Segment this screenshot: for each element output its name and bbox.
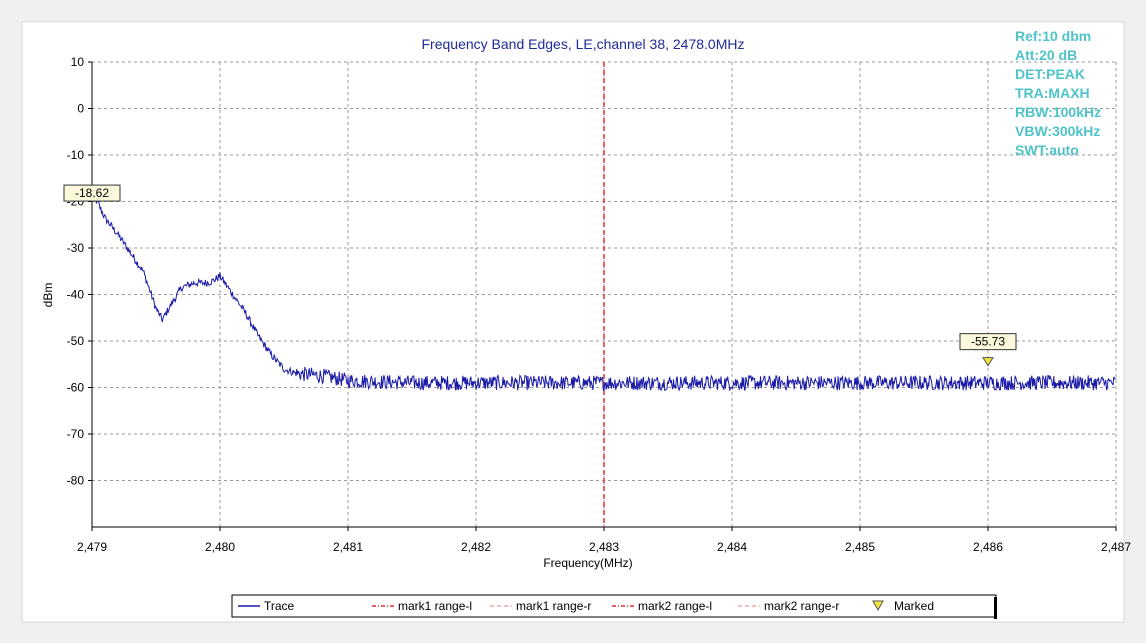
marker-layer: -18.62 -55.73 [63, 184, 1017, 367]
x-tick-label: 2,487 [1101, 540, 1131, 554]
x-tick-label: 2,485 [845, 540, 875, 554]
chart-title: Frequency Band Edges, LE,channel 38, 247… [422, 36, 745, 52]
legend-label: mark2 range-r [764, 599, 839, 613]
info-line: TRA:MAXH [1015, 85, 1090, 101]
marker-label: -18.62 [75, 186, 109, 200]
y-tick-label: 0 [77, 102, 84, 116]
y-tick-label: -60 [67, 381, 85, 395]
chart-frame [21, 21, 1125, 623]
legend-label: mark1 range-l [398, 599, 472, 613]
x-tick-label: 2,484 [717, 540, 747, 554]
info-panel: Ref:10 dbm Att:20 dB DET:PEAK TRA:MAXH RBW:1… [1015, 28, 1101, 158]
y-tick-labels: 100-10-20-30-40-50-60-70-80 [67, 55, 92, 488]
legend-label: Trace [264, 599, 295, 613]
marker-triangle [982, 357, 994, 367]
x-tick-label: 2,479 [77, 540, 107, 554]
legend-label: Marked [894, 599, 934, 613]
x-tick-labels: 2,479 2,480 2,481 2,482 2,483 2,484 2,485 2,486… [77, 527, 1131, 554]
info-line: VBW:300kHz [1015, 123, 1100, 139]
x-axis-title: Frequency(MHz) [543, 556, 632, 570]
x-tick-label: 2,482 [461, 540, 491, 554]
y-tick-label: -40 [67, 288, 85, 302]
marker-label-box [959, 333, 1017, 351]
x-tick-label: 2,483 [589, 540, 619, 554]
x-tick-label: 2,480 [205, 540, 235, 554]
y-axis-title: dBm [41, 283, 55, 308]
legend: Trace mark1 range-l mark1 range-r mark2 ran… [231, 594, 997, 619]
x-tick-label: 2,486 [973, 540, 1003, 554]
info-line: DET:PEAK [1015, 66, 1085, 82]
y-tick-label: 10 [71, 55, 85, 69]
marker-label-box [63, 184, 121, 202]
y-tick-label: -10 [67, 148, 85, 162]
marker-label: -55.73 [971, 335, 1005, 349]
info-line: RBW:100kHz [1015, 104, 1101, 120]
legend-shadow [994, 597, 997, 619]
x-tick-label: 2,481 [333, 540, 363, 554]
legend-swatch [872, 600, 884, 612]
series-trace-line [91, 192, 1117, 392]
info-line: Ref:10 dbm [1015, 28, 1091, 44]
legend-label: mark1 range-r [516, 599, 591, 613]
legend-label: mark2 range-l [638, 599, 712, 613]
y-tick-label: -70 [67, 427, 85, 441]
y-tick-label: -50 [67, 334, 85, 348]
info-line: Att:20 dB [1015, 47, 1077, 63]
y-tick-label: -80 [67, 474, 85, 488]
y-tick-label: -30 [67, 241, 85, 255]
series-layer [91, 192, 1117, 392]
info-line: SWT:auto [1015, 142, 1079, 158]
